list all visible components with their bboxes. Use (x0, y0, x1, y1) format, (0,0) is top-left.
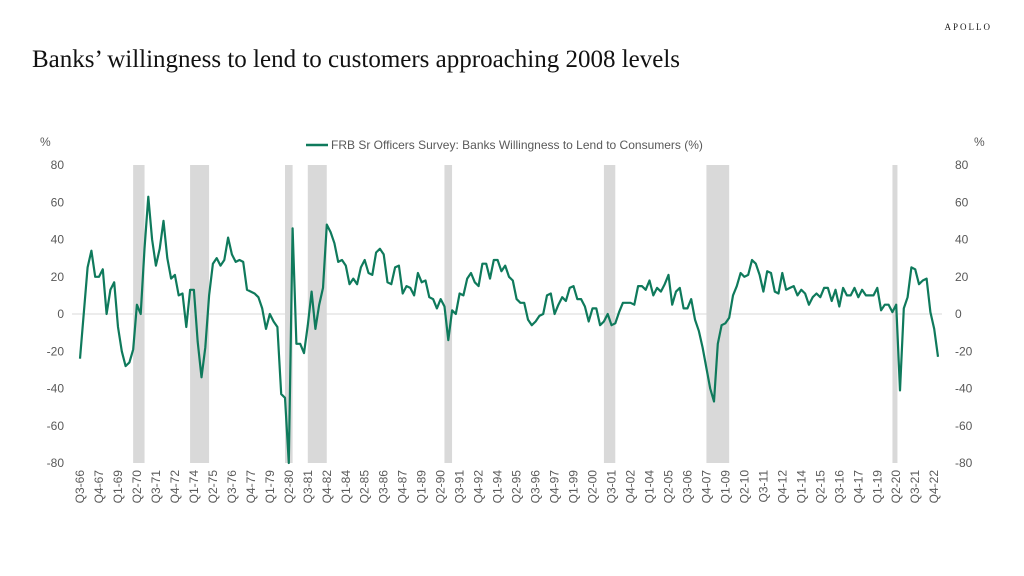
x-tick-label: Q1-84 (339, 470, 353, 504)
x-tick-label: Q4-77 (244, 470, 258, 504)
y-unit-left: % (40, 135, 51, 149)
y-unit-right: % (974, 135, 985, 149)
y-tick-label-left: 60 (51, 195, 65, 209)
x-tick-label: Q1-94 (491, 470, 505, 504)
x-tick-label: Q4-67 (92, 470, 106, 504)
y-tick-label-left: -80 (47, 456, 65, 470)
x-tick-label: Q3-01 (605, 470, 619, 504)
x-tick-label: Q1-19 (870, 470, 884, 504)
y-tick-label-left: -60 (47, 419, 65, 433)
x-tick-label: Q3-86 (377, 470, 391, 504)
y-tick-label-right: 20 (955, 270, 969, 284)
x-tick-label: Q2-15 (813, 470, 827, 504)
x-tick-label: Q2-75 (206, 470, 220, 504)
y-tick-label-left: -20 (47, 344, 65, 358)
x-tick-label: Q1-09 (718, 470, 732, 504)
y-tick-label-right: 40 (955, 233, 969, 247)
y-tick-label-right: 0 (955, 307, 962, 321)
x-tick-label: Q2-70 (130, 470, 144, 504)
x-tick-label: Q1-14 (794, 470, 808, 504)
x-tick-label: Q3-16 (832, 470, 846, 504)
y-tick-label-left: 0 (57, 307, 64, 321)
y-tick-label-right: 80 (955, 158, 969, 172)
x-tick-label: Q3-06 (680, 470, 694, 504)
x-tick-label: Q2-05 (661, 470, 675, 504)
x-tick-label: Q2-85 (358, 470, 372, 504)
x-tick-label: Q1-69 (111, 470, 125, 504)
page-title: Banks’ willingness to lend to customers … (32, 46, 681, 73)
x-tick-label: Q3-66 (73, 470, 87, 504)
y-tick-label-left: 80 (51, 158, 65, 172)
x-tick-label: Q4-92 (472, 470, 486, 504)
y-tick-label-right: -40 (955, 382, 973, 396)
x-tick-label: Q1-89 (415, 470, 429, 504)
x-tick-label: Q3-11 (756, 470, 770, 503)
x-tick-label: Q4-17 (851, 470, 865, 504)
x-tick-label: Q1-04 (642, 470, 656, 504)
x-tick-label: Q1-74 (187, 470, 201, 504)
x-tick-label: Q4-02 (623, 470, 637, 504)
x-tick-label: Q2-00 (586, 470, 600, 504)
x-tick-label: Q2-95 (510, 470, 524, 504)
x-tick-label: Q2-20 (889, 470, 903, 504)
y-axis-left: 80 60 40 20 0 -20 -40 -60 -80 (47, 158, 65, 470)
x-tick-label: Q1-99 (567, 470, 581, 504)
x-tick-label: Q2-80 (282, 470, 296, 504)
y-tick-label-right: -60 (955, 419, 973, 433)
legend-label: FRB Sr Officers Survey: Banks Willingnes… (331, 138, 703, 152)
x-tick-label: Q3-91 (453, 470, 467, 504)
y-axis-right: 80 60 40 20 0 -20 -40 -60 -80 (955, 158, 973, 470)
x-tick-label: Q4-07 (699, 470, 713, 504)
x-tick-label: Q4-87 (396, 470, 410, 504)
x-tick-label: Q4-22 (927, 470, 941, 504)
x-tick-label: Q2-10 (737, 470, 751, 504)
x-tick-label: Q3-96 (529, 470, 543, 504)
x-tick-label: Q3-81 (301, 470, 315, 504)
x-tick-label: Q4-72 (168, 470, 182, 504)
y-tick-label-right: 60 (955, 195, 969, 209)
x-tick-label: Q4-12 (775, 470, 789, 504)
brand-logo: APOLLO (944, 22, 992, 32)
x-tick-label: Q1-79 (263, 470, 277, 504)
legend: FRB Sr Officers Survey: Banks Willingnes… (306, 138, 703, 152)
x-tick-label: Q2-90 (434, 470, 448, 504)
x-tick-label: Q3-71 (149, 470, 163, 504)
y-tick-label-right: -80 (955, 456, 973, 470)
y-tick-label-left: 40 (51, 233, 65, 247)
y-tick-label-left: -40 (47, 382, 65, 396)
x-tick-label: Q4-97 (548, 470, 562, 504)
y-tick-label-right: -20 (955, 344, 973, 358)
x-tick-label: Q3-76 (225, 470, 239, 504)
x-axis: Q3-66 Q4-67 Q1-69 Q2-70 Q3-71 Q4-72 Q1-74 Q2-75… (73, 470, 941, 504)
series-line (78, 195, 940, 465)
x-tick-label: Q4-82 (320, 470, 334, 504)
y-tick-label-left: 20 (51, 270, 65, 284)
x-tick-label: Q3-21 (908, 470, 922, 504)
